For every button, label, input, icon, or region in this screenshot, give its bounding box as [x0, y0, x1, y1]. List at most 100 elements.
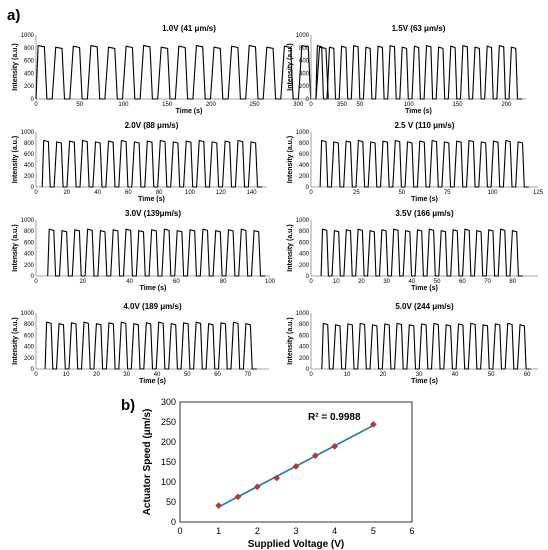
y-axis-label: Intensity (a.u.) — [287, 224, 294, 271]
y-tick-label: 200 — [299, 263, 310, 269]
x-tick-label: 1 — [216, 526, 221, 536]
y-tick-label: 600 — [299, 240, 310, 246]
x-tick-label: 50 — [488, 372, 495, 378]
y-tick-label: 0 — [31, 97, 35, 103]
intensity-panel-8: 5.0V (244 μm/s) 0 200 400 600 800 1000 0 10 20 30 4… — [287, 302, 538, 385]
x-tick-label: 3 — [293, 526, 298, 536]
x-tick-label: 0 — [309, 190, 313, 196]
x-tick-label: 80 — [220, 279, 227, 285]
x-tick-label: 100 — [488, 190, 499, 196]
x-tick-label: 50 — [184, 372, 191, 378]
x-tick-label: 25 — [353, 190, 360, 196]
intensity-panel-3: 2.0V (88 μm/s) 0 200 400 600 800 1000 0 20 40 60 80… — [12, 121, 267, 203]
y-tick-label: 0 — [306, 97, 310, 103]
intensity-panel-1: 1.0V (41 μm/s) 0 200 400 600 800 1000 0 50 100 150… — [12, 24, 348, 115]
panel-title: 1.0V (41 μm/s) — [162, 24, 216, 33]
x-tick-label: 0 — [34, 279, 38, 285]
x-tick-label: 100 — [118, 102, 129, 108]
y-tick-label: 100 — [161, 477, 176, 487]
panel-b-label: b) — [121, 397, 135, 414]
y-tick-label: 400 — [299, 345, 310, 351]
x-axis-label: Time (s) — [176, 108, 203, 115]
data-point — [253, 483, 261, 491]
plot-frame — [179, 401, 413, 523]
y-axis-label: Actuator Speed (μm/s) — [142, 409, 153, 516]
y-tick-label: 200 — [299, 356, 310, 362]
y-tick-label: 600 — [299, 152, 310, 158]
x-tick-label: 0 — [309, 372, 313, 378]
x-tick-label: 2 — [255, 526, 260, 536]
x-tick-label: 20 — [380, 372, 387, 378]
data-point — [331, 443, 339, 450]
x-tick-label: 100 — [404, 102, 415, 108]
y-tick-label: 400 — [24, 345, 35, 351]
x-tick-label: 200 — [501, 102, 512, 108]
intensity-line — [35, 45, 335, 100]
x-tick-label: 50 — [76, 102, 83, 108]
intensity-line — [47, 228, 266, 277]
y-tick-label: 600 — [24, 240, 35, 246]
y-tick-label: 800 — [299, 322, 310, 328]
x-tick-label: 70 — [244, 372, 251, 378]
x-tick-label: 0 — [309, 279, 313, 285]
x-tick-label: 6 — [409, 526, 414, 536]
intensity-line — [44, 321, 257, 370]
panel-title: 4.0V (189 μm/s) — [123, 302, 182, 311]
y-axis-label: Intensity (a.u.) — [12, 224, 19, 271]
panel-title: 5.0V (244 μm/s) — [395, 302, 454, 311]
x-tick-label: 30 — [383, 279, 390, 285]
x-tick-label: 20 — [93, 372, 100, 378]
y-tick-label: 1000 — [296, 311, 310, 317]
x-tick-label: 40 — [452, 372, 459, 378]
y-tick-label: 800 — [24, 46, 35, 52]
x-tick-label: 100 — [185, 190, 196, 196]
panel-title: 1.5V (63 μm/s) — [392, 24, 446, 33]
y-tick-label: 0 — [171, 517, 176, 527]
intensity-panel-6: 3.5V (166 μm/s) 0 200 400 600 800 1000 0 10 20 30 4… — [287, 209, 538, 292]
x-tick-label: 125 — [533, 190, 544, 196]
y-axis-label: Intensity (a.u.) — [12, 317, 19, 364]
x-tick-label: 75 — [444, 190, 451, 196]
x-tick-label: 80 — [156, 190, 163, 196]
x-tick-label: 10 — [333, 279, 340, 285]
y-tick-label: 1000 — [21, 218, 35, 224]
y-tick-label: 800 — [24, 322, 35, 328]
y-tick-label: 600 — [299, 333, 310, 339]
y-tick-label: 250 — [161, 417, 176, 427]
data-point — [215, 502, 223, 509]
y-tick-label: 200 — [24, 84, 35, 90]
y-tick-label: 800 — [299, 229, 310, 235]
x-tick-label: 80 — [509, 279, 516, 285]
y-tick-label: 600 — [24, 333, 35, 339]
x-tick-label: 10 — [344, 372, 351, 378]
x-tick-label: 250 — [250, 102, 261, 108]
y-tick-label: 400 — [299, 71, 310, 77]
y-tick-label: 800 — [24, 229, 35, 235]
intensity-panel-2: 1.5V (63 μm/s) 0 200 400 600 800 1000 0 50 100 150… — [287, 24, 526, 115]
x-axis-label: Supplied Voltage (V) — [248, 539, 344, 550]
x-tick-label: 150 — [162, 102, 173, 108]
x-axis-label: Time (s) — [138, 196, 165, 203]
intensity-panel-7: 4.0V (189 μm/s) 0 200 400 600 800 1000 0 10 20 30 4… — [12, 302, 269, 385]
data-point — [369, 421, 377, 428]
y-tick-label: 400 — [24, 71, 35, 77]
panel-title: 3.5V (166 μm/s) — [395, 209, 454, 218]
y-tick-label: 800 — [299, 46, 310, 52]
y-tick-label: 200 — [24, 174, 35, 180]
y-tick-label: 1000 — [21, 33, 35, 39]
x-axis-label: Time (s) — [139, 378, 166, 385]
intensity-line — [321, 322, 531, 370]
y-tick-label: 400 — [299, 252, 310, 258]
panel-title: 3.0V (139μm/s) — [125, 209, 181, 218]
y-tick-label: 200 — [161, 437, 176, 447]
x-axis-label: Time (s) — [411, 378, 438, 385]
intensity-panel-5: 3.0V (139μm/s) 0 200 400 600 800 1000 0 20 40 60 80… — [12, 209, 276, 292]
y-axis-label: Intensity (a.u.) — [12, 43, 19, 90]
y-tick-label: 0 — [306, 274, 310, 280]
y-tick-label: 1000 — [296, 33, 310, 39]
y-tick-label: 200 — [24, 263, 35, 269]
x-axis-label: Time (s) — [140, 285, 167, 292]
intensity-line — [320, 228, 523, 277]
x-tick-label: 0 — [34, 190, 38, 196]
